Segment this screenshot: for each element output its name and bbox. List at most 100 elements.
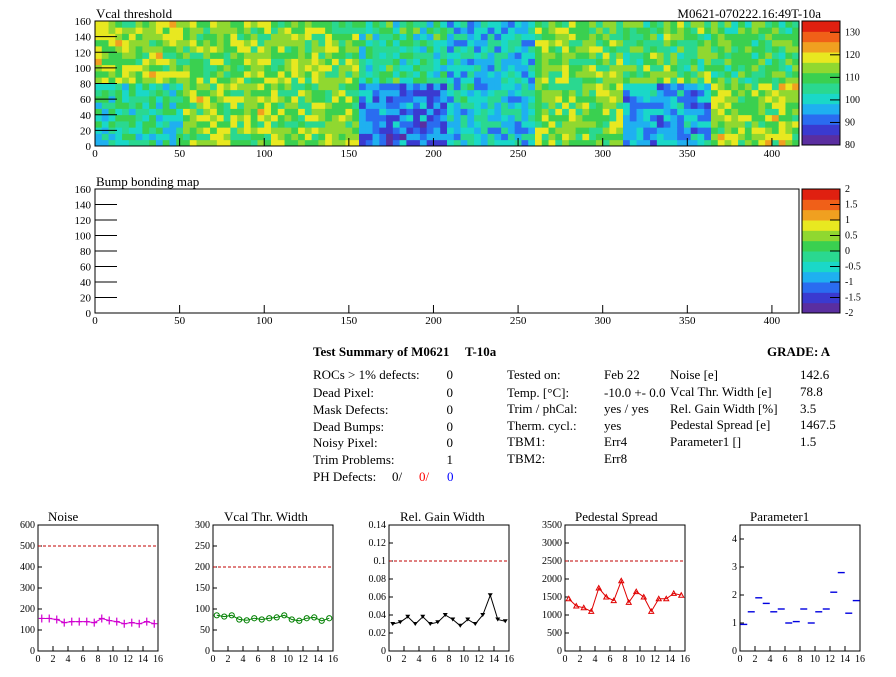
color-scale-band <box>802 300 840 304</box>
y-tick-label: 120 <box>75 47 92 59</box>
heatmap-cell <box>264 133 272 141</box>
heatmap-cell <box>771 127 780 134</box>
heatmap-cell <box>548 89 556 97</box>
x-tick-label: 16 <box>680 654 690 665</box>
heatmap-cell <box>203 77 211 84</box>
data-point <box>442 613 448 617</box>
heatmap-cell <box>501 52 509 59</box>
heatmap-cell <box>386 71 394 78</box>
heatmap-cell <box>189 46 197 53</box>
heatmap-cell <box>555 114 563 122</box>
heatmap-cell <box>480 89 489 97</box>
heatmap-cell <box>453 83 461 91</box>
x-tick-label: 10 <box>108 654 118 665</box>
heatmap-cell <box>372 96 380 103</box>
data-point <box>420 614 426 619</box>
heatmap-cell <box>731 83 739 91</box>
heatmap-cell <box>210 114 218 122</box>
heatmap-cell <box>494 46 502 53</box>
heatmap-cell <box>128 58 137 66</box>
therm-cycl-value: yes <box>604 418 621 433</box>
heatmap-cell <box>325 133 333 141</box>
heatmap-cell <box>115 89 123 97</box>
heatmap-cell <box>494 102 502 109</box>
heatmap-cell <box>501 46 509 53</box>
color-scale-band <box>802 108 840 112</box>
heatmap-cell <box>440 46 448 53</box>
heatmap-cell <box>677 21 685 28</box>
heatmap-cell <box>683 27 692 34</box>
heatmap-cell <box>677 83 685 91</box>
heatmap-cell <box>690 139 698 147</box>
heatmap-cell <box>555 58 563 66</box>
heatmap-cell <box>507 96 516 103</box>
heatmap-cell <box>419 83 428 91</box>
x-tick-label: 10 <box>635 654 645 665</box>
heatmap-cell <box>338 133 346 141</box>
x-tick-label: 150 <box>341 315 358 327</box>
heatmap-cell <box>440 89 448 97</box>
heatmap-cell <box>677 52 685 59</box>
heatmap-cell <box>440 21 448 28</box>
roc-defects-label: ROCs > 1% defects: <box>313 367 420 382</box>
heatmap-cell <box>548 83 556 91</box>
heatmap-cell <box>535 21 543 28</box>
heatmap-cell <box>169 27 177 34</box>
heatmap-cell <box>108 39 116 47</box>
heatmap-cell <box>738 133 746 141</box>
heatmap-cell <box>562 21 570 28</box>
heatmap-cell <box>210 71 218 78</box>
heatmap-cell <box>413 89 421 97</box>
heatmap-cell <box>257 33 265 41</box>
heatmap-cell <box>636 21 644 28</box>
heatmap-cell <box>568 77 577 84</box>
heatmap-cell <box>155 64 164 72</box>
heatmap-cell <box>277 121 285 128</box>
heatmap-cell <box>765 127 773 134</box>
heatmap-cell <box>738 83 746 91</box>
heatmap-cell <box>338 21 346 28</box>
heatmap-cell <box>142 127 150 134</box>
data-point <box>572 602 580 609</box>
heatmap-cell <box>419 58 428 66</box>
heatmap-cell <box>514 21 522 28</box>
parameter1-plot-title: Parameter1 <box>750 509 809 524</box>
bump-map-title: Bump bonding map <box>96 174 199 189</box>
heatmap-cell <box>677 77 685 84</box>
heatmap-cell <box>243 27 252 34</box>
heatmap-cell <box>155 102 164 109</box>
heatmap-cell <box>535 114 543 122</box>
x-tick-label: 16 <box>153 654 163 665</box>
heatmap-cell <box>792 139 800 147</box>
heatmap-cell <box>521 46 529 53</box>
color-scale-label: 100 <box>845 95 860 106</box>
heatmap-cell <box>535 108 543 116</box>
heatmap-cell <box>704 89 712 97</box>
heatmap-cell <box>744 33 753 41</box>
heatmap-cell <box>359 108 367 116</box>
color-scale-band <box>802 294 840 298</box>
heatmap-cell <box>731 108 739 116</box>
heatmap-cell <box>663 33 671 41</box>
heatmap-cell <box>271 108 279 116</box>
heatmap-cell <box>697 83 705 91</box>
heatmap-cell <box>690 77 698 84</box>
vcal-width-plot: Vcal Thr. Width 0 2 4 6 8 10 12 14 1605010015020… <box>195 509 338 665</box>
heatmap-cell <box>176 121 184 128</box>
heatmap-cell <box>203 139 211 147</box>
heatmap-cell <box>189 127 197 134</box>
color-scale-band <box>802 297 840 301</box>
heatmap-cell <box>291 139 299 147</box>
heatmap-cell <box>440 139 448 147</box>
heatmap-cell <box>704 52 712 59</box>
heatmap-cell <box>616 64 624 72</box>
heatmap-cell <box>487 64 495 72</box>
heatmap-cell <box>440 71 448 78</box>
heatmap-cell <box>697 114 705 122</box>
y-tick-label: 40 <box>80 277 92 289</box>
color-scale-band <box>802 248 840 252</box>
heatmap-cell <box>135 33 143 41</box>
heatmap-cell <box>277 21 285 28</box>
heatmap-cell <box>582 46 590 53</box>
x-tick-label: 300 <box>594 315 611 327</box>
